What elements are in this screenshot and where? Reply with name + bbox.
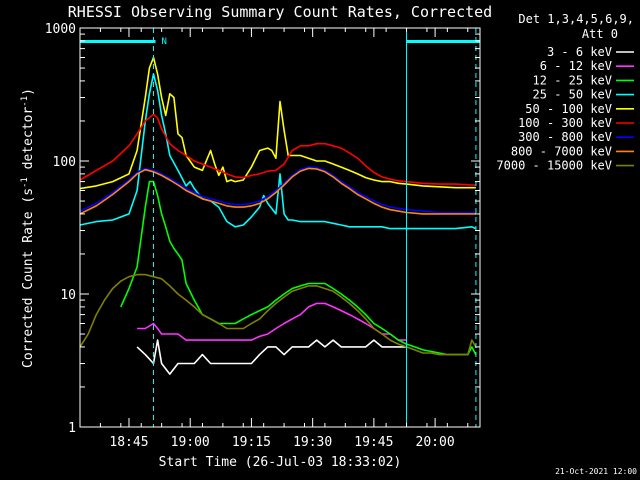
- legend-label-6-12-kev: 6 - 12 keV: [540, 59, 612, 73]
- legend-label-100-300-kev: 100 - 300 keV: [518, 116, 612, 130]
- y-axis-label-end: ): [21, 88, 36, 96]
- series-line-300-800-kev: [79, 166, 476, 214]
- legend-label-800-7000-kev: 800 - 7000 keV: [511, 144, 612, 158]
- x-tick-label: 19:15: [232, 435, 271, 450]
- flag-segment: [80, 40, 156, 43]
- legend-header-line1: Det 1,3,4,5,6,9,: [518, 12, 634, 26]
- y-axis-label-mid: detector: [21, 107, 36, 178]
- series-line-12-25-kev: [120, 180, 477, 356]
- series-line-100-300-kev: [79, 113, 476, 186]
- y-axis-label-sup2: -1: [20, 96, 30, 107]
- legend-label-50-100-kev: 50 - 100 keV: [525, 102, 612, 116]
- y-tick-label: 10: [60, 288, 76, 303]
- y-tick-label: 100: [53, 155, 76, 170]
- y-tick-label: 1000: [45, 22, 76, 37]
- series-line-3-6-kev: [136, 339, 407, 375]
- legend-header-line2: Att 0: [582, 27, 618, 41]
- x-tick-label: 19:00: [171, 435, 210, 450]
- x-tick-label: 20:00: [416, 435, 455, 450]
- plot-frame: [79, 27, 481, 428]
- legend-label-7000-15000-kev: 7000 - 15000 keV: [496, 159, 612, 173]
- legend-label-12-25-kev: 12 - 25 keV: [533, 73, 612, 87]
- legend-label-3-6-kev: 3 - 6 keV: [547, 45, 612, 59]
- chart-title: RHESSI Observing Summary Count Rates, Co…: [68, 3, 492, 21]
- y-tick-label: 1: [68, 421, 76, 436]
- series-line-6-12-kev: [137, 302, 407, 341]
- date-stamp: 21-Oct-2021 12:00: [555, 467, 637, 476]
- x-tick-label: 19:45: [354, 435, 393, 450]
- x-tick-label: 18:45: [109, 435, 148, 450]
- legend-label-300-800-kev: 300 - 800 keV: [518, 130, 612, 144]
- y-axis-label-main: Corrected Count Rate (s: [21, 188, 36, 368]
- x-tick-label: 19:30: [293, 435, 332, 450]
- series-line-800-7000-kev: [79, 167, 476, 215]
- legend-label-25-50-kev: 25 - 50 keV: [533, 88, 612, 102]
- y-axis-label: Corrected Count Rate (s-1 detector-1): [20, 88, 36, 368]
- flag-segment: [406, 40, 480, 43]
- series-line-7000-15000-kev: [79, 273, 477, 356]
- x-axis-label: Start Time (26-Jul-03 18:33:02): [159, 455, 402, 470]
- flag-label: N: [162, 37, 167, 47]
- y-axis-label-sup1: -1: [20, 177, 30, 188]
- series-line-50-100-kev: [79, 56, 476, 190]
